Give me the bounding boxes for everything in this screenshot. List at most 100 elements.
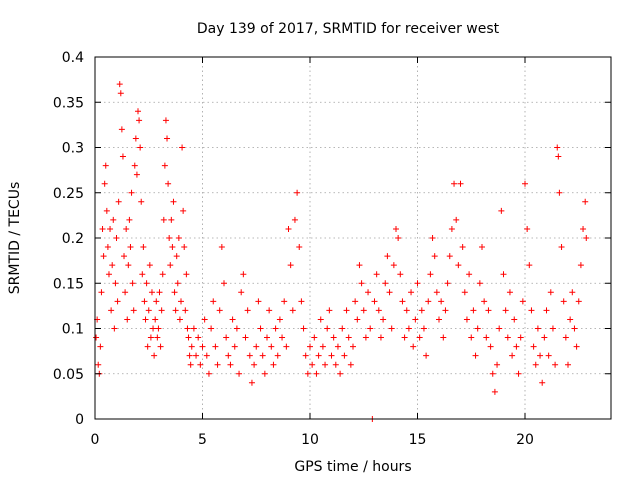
data-point <box>420 325 427 332</box>
data-point <box>382 280 389 287</box>
data-point <box>138 198 145 205</box>
data-point <box>266 307 273 314</box>
data-point <box>365 289 372 296</box>
data-point <box>169 244 176 251</box>
data-point <box>487 343 494 350</box>
data-point <box>565 361 571 368</box>
data-point <box>491 388 498 395</box>
axis-ticks: 0 0.05 0.1 0.15 0.2 0.25 0.3 0.35 0.4 0 5 10 15 20 <box>53 50 611 448</box>
data-point <box>532 361 539 368</box>
data-point <box>562 334 569 341</box>
data-point <box>162 117 169 124</box>
data-point <box>384 253 391 260</box>
data-point <box>248 379 255 386</box>
data-point <box>506 289 513 296</box>
data-point <box>144 343 151 350</box>
data-point <box>214 361 221 368</box>
data-point <box>423 352 430 359</box>
data-point <box>528 307 535 314</box>
data-point <box>537 352 544 359</box>
data-point <box>555 153 562 160</box>
data-point <box>137 144 144 151</box>
data-point <box>119 153 126 160</box>
data-point <box>140 244 147 251</box>
data-point <box>334 343 341 350</box>
y-tick-label: 0.15 <box>53 276 84 292</box>
data-point <box>167 262 174 269</box>
data-point <box>179 144 186 151</box>
data-point <box>425 298 432 305</box>
data-point <box>203 352 210 359</box>
data-point <box>270 361 277 368</box>
data-point <box>558 244 565 251</box>
data-point <box>227 361 234 368</box>
data-point <box>489 370 496 377</box>
data-point <box>101 180 108 187</box>
data-point <box>395 235 402 241</box>
data-point <box>431 253 438 260</box>
data-point <box>313 370 320 377</box>
data-point <box>328 352 335 359</box>
chart-title: Day 139 of 2017, SRMTID for receiver wes… <box>197 21 500 37</box>
data-point <box>188 343 195 350</box>
data-point <box>113 235 120 241</box>
data-point <box>274 352 281 359</box>
data-point <box>261 370 268 377</box>
data-point <box>117 90 124 97</box>
data-point <box>139 271 146 278</box>
data-point <box>130 307 137 314</box>
data-point <box>345 334 352 341</box>
data-point <box>173 253 180 260</box>
data-point <box>309 361 316 368</box>
data-point <box>515 370 522 377</box>
data-point <box>451 180 458 187</box>
data-point <box>446 253 453 260</box>
data-point <box>367 325 374 332</box>
data-point <box>153 298 160 305</box>
data-point <box>541 334 548 341</box>
data-point <box>129 280 136 287</box>
data-point <box>457 180 464 187</box>
data-point <box>183 271 190 278</box>
data-point <box>238 289 245 296</box>
data-point <box>485 307 492 314</box>
data-point <box>253 343 260 350</box>
data-point <box>463 316 470 323</box>
data-point <box>401 334 408 341</box>
data-point <box>410 343 417 350</box>
data-point <box>180 207 187 214</box>
data-point <box>152 316 159 323</box>
data-point <box>240 271 247 278</box>
data-point <box>453 216 460 223</box>
data-point <box>151 352 158 359</box>
data-point <box>110 216 117 223</box>
data-point <box>388 325 395 332</box>
data-point <box>210 298 217 305</box>
data-point <box>201 316 208 323</box>
data-point <box>246 352 253 359</box>
data-point <box>459 244 466 251</box>
data-point <box>161 162 168 169</box>
data-point <box>444 280 451 287</box>
data-point <box>187 361 194 368</box>
data-point <box>100 253 107 260</box>
data-point <box>131 162 138 169</box>
x-tick-label: 5 <box>198 432 207 448</box>
data-point <box>448 225 455 232</box>
x-tick-label: 20 <box>516 432 534 448</box>
data-point <box>526 262 533 269</box>
data-point <box>332 361 339 368</box>
data-point <box>114 298 121 305</box>
data-point <box>356 262 363 269</box>
y-tick-label: 0.25 <box>53 186 84 202</box>
data-point <box>108 307 115 314</box>
data-point <box>319 343 326 350</box>
data-point <box>483 334 490 341</box>
data-point <box>159 271 166 278</box>
data-point <box>294 189 301 196</box>
data-point <box>182 307 189 314</box>
data-point <box>98 289 105 296</box>
data-point <box>543 307 550 314</box>
data-point <box>97 343 104 350</box>
data-point <box>569 289 576 296</box>
